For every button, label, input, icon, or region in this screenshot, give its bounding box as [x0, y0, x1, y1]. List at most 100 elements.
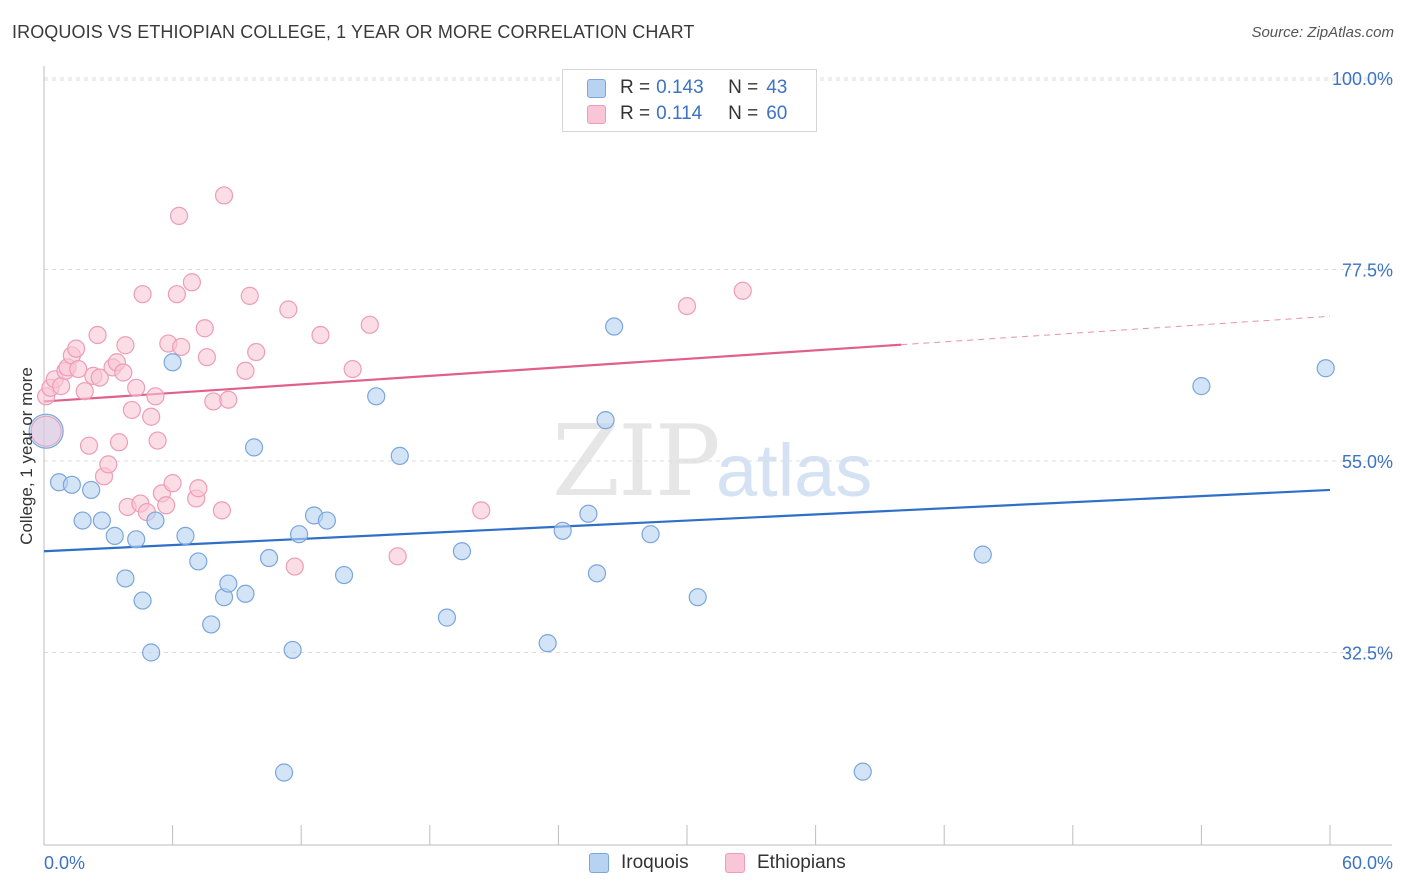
legend-item-ethiopians[interactable]: Ethiopians [725, 852, 846, 874]
ethiopians-point-9 [75, 382, 94, 401]
ethiopians-point-8 [69, 359, 88, 379]
iroquois-point-18 [236, 584, 255, 603]
iroquois-point-22 [283, 640, 302, 660]
iroquois-n-value: 43 [766, 77, 788, 98]
iroquois-point-28 [390, 446, 409, 465]
data-points [28, 186, 1335, 782]
x-tick-label-1: 60.0% [1342, 853, 1393, 873]
watermark-atlas: atlas [716, 429, 873, 512]
ethiopians-point-49 [279, 300, 298, 319]
ethiopians-point-48 [247, 342, 266, 362]
ethiopians-point-31 [157, 496, 176, 515]
ethiopians-point-35 [169, 206, 189, 225]
ethiopians-point-55 [472, 501, 491, 520]
iroquois-point-0 [28, 413, 64, 449]
iroquois-point-9 [133, 591, 152, 610]
iroquois-point-34 [587, 564, 607, 583]
iroquois-point-23 [289, 525, 309, 544]
legend-row-iroquois: R = 0.143 N = 43 [587, 77, 787, 99]
iroquois-point-6 [105, 526, 124, 545]
iroquois-point-13 [176, 526, 195, 545]
axes [43, 66, 1392, 846]
trend-line-ethiopians [43, 343, 902, 403]
iroquois-legend-label: Iroquois [621, 852, 689, 873]
x-tick-label-0: 0.0% [44, 853, 85, 873]
ethiopians-point-12 [88, 325, 107, 345]
ethiopians-point-41 [197, 348, 216, 367]
watermark-zip: ZIP [552, 405, 721, 519]
ethiopians-r-value: 0.114 [656, 103, 703, 124]
ethiopians-point-57 [733, 281, 752, 300]
ethiopians-point-28 [146, 387, 165, 406]
iroquois-point-21 [274, 763, 294, 782]
ethiopians-point-46 [236, 361, 255, 380]
ethiopians-point-19 [114, 363, 133, 382]
correlation-legend: R = 0.143 N = 43 R = 0.114 N = 60 [562, 69, 817, 132]
ethiopians-point-51 [311, 325, 330, 345]
iroquois-point-26 [334, 565, 354, 585]
ethiopians-point-13 [90, 368, 109, 387]
ethiopians-point-27 [142, 407, 161, 426]
ethiopians-point-39 [189, 479, 208, 498]
iroquois-point-15 [202, 615, 221, 634]
ethiopians-point-22 [122, 400, 141, 420]
iroquois-point-41 [1192, 377, 1211, 396]
iroquois-point-17 [219, 574, 238, 593]
iroquois-n-label: N = [728, 77, 759, 98]
ethiopians-point-34 [167, 285, 186, 304]
iroquois-point-2 [62, 475, 81, 494]
iroquois-point-38 [688, 588, 707, 607]
ethiopians-point-53 [360, 315, 379, 334]
ethiopians-point-3 [52, 377, 71, 396]
ethiopians-legend-label: Ethiopians [757, 852, 846, 873]
iroquois-point-31 [538, 634, 557, 653]
ethiopians-point-20 [116, 336, 135, 355]
iroquois-point-35 [596, 411, 615, 430]
iroquois-point-5 [92, 511, 111, 530]
iroquois-legend-swatch [589, 853, 609, 873]
ethiopians-point-36 [172, 337, 191, 357]
ethiopians-legend-swatch [725, 853, 745, 873]
ethiopians-point-52 [343, 359, 362, 379]
ethiopians-r-label: R = [620, 103, 651, 124]
iroquois-point-37 [641, 525, 660, 544]
iroquois-point-42 [1316, 359, 1335, 378]
ethiopians-point-7 [67, 339, 86, 358]
iroquois-point-27 [367, 387, 386, 406]
source-label: Source: ZipAtlas.com [1251, 24, 1394, 41]
iroquois-point-30 [452, 542, 472, 561]
ethiopians-cluster-point [30, 415, 62, 447]
ethiopians-point-54 [388, 547, 407, 566]
ethiopians-point-33 [163, 474, 182, 493]
ethiopians-point-47 [240, 286, 259, 305]
ethiopians-swatch [587, 104, 606, 124]
y-tick-label-3: 32.5% [1342, 644, 1393, 664]
ethiopians-point-56 [677, 296, 697, 316]
trend-line-iroquois [43, 488, 1331, 553]
iroquois-swatch [587, 78, 606, 98]
ethiopians-point-45 [219, 390, 238, 409]
iroquois-r-value: 0.143 [656, 77, 704, 98]
ethiopians-point-44 [212, 501, 231, 520]
y-axis-label: College, 1 year or more [17, 367, 36, 545]
iroquois-point-29 [437, 608, 457, 627]
legend-item-iroquois[interactable]: Iroquois [589, 852, 689, 874]
ethiopians-point-37 [182, 273, 201, 292]
trend-line-ethiopians-projection [901, 315, 1331, 346]
iroquois-point-19 [244, 438, 264, 457]
ethiopians-point-29 [148, 431, 167, 450]
trend-lines [43, 315, 1331, 553]
ethiopians-point-43 [214, 186, 234, 205]
ethiopians-n-label: N = [728, 103, 759, 124]
y-tick-label-2: 55.0% [1342, 452, 1393, 472]
iroquois-point-11 [146, 511, 165, 530]
y-tick-label-0: 100.0% [1332, 69, 1393, 89]
iroquois-point-14 [189, 552, 208, 571]
iroquois-point-7 [116, 569, 135, 588]
ethiopians-point-42 [204, 392, 223, 411]
iroquois-point-10 [142, 643, 161, 662]
ethiopians-point-18 [109, 433, 129, 452]
iroquois-point-33 [579, 504, 598, 523]
iroquois-point-12 [163, 353, 182, 372]
